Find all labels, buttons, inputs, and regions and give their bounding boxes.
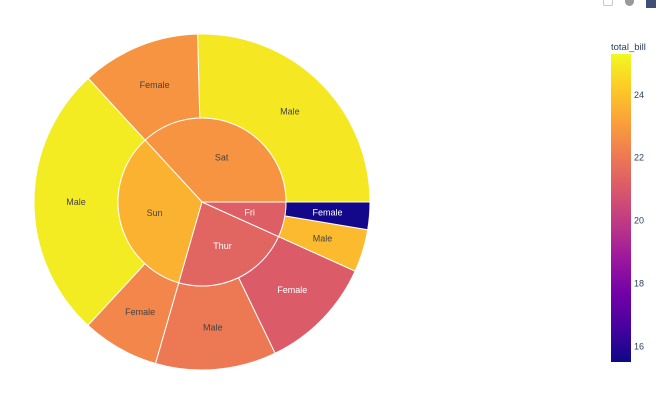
sector-label-fri-male: Male [313,234,333,244]
colorbar-tick-label: 20 [634,216,644,226]
sector-thur[interactable] [178,201,280,287]
sector-label-fri-female: Female [313,207,343,217]
colorbar-ticks: 16 18 20 22 24 [634,90,644,351]
sector-label-sat-female: Female [140,80,170,90]
modebar [603,0,656,8]
sector-label-fri: Fri [244,207,255,217]
colorbar-tick-label: 18 [634,278,644,288]
colorbar-tick-label: 16 [634,341,644,351]
zoom-icon[interactable] [625,0,634,6]
colorbar-title: total_bill [611,42,646,53]
sector-sun[interactable] [117,139,203,284]
sunburst-sectors: Male Female Male Female Male Female Male Female… [33,33,371,371]
sector-fri[interactable] [201,201,287,238]
sector-label-thur: Thur [213,241,232,251]
sector-label-sat: Sat [215,152,229,162]
sector-label-thur-male: Male [203,323,223,333]
sector-sat[interactable] [144,117,287,203]
colorbar-tick-label: 22 [634,153,644,163]
sector-label-sun-female: Female [125,307,155,317]
sector-label-sun-male: Male [66,197,86,207]
colorbar: total_bill 16 18 20 22 24 [611,42,646,362]
camera-icon[interactable] [603,0,613,6]
colorbar-tick-label: 24 [634,90,644,100]
plotly-logo-icon[interactable] [646,0,656,8]
colorbar-gradient [611,54,631,362]
sector-label-sat-male: Male [280,107,300,117]
sector-label-thur-female: Female [277,285,307,295]
sector-label-sun: Sun [147,208,163,218]
